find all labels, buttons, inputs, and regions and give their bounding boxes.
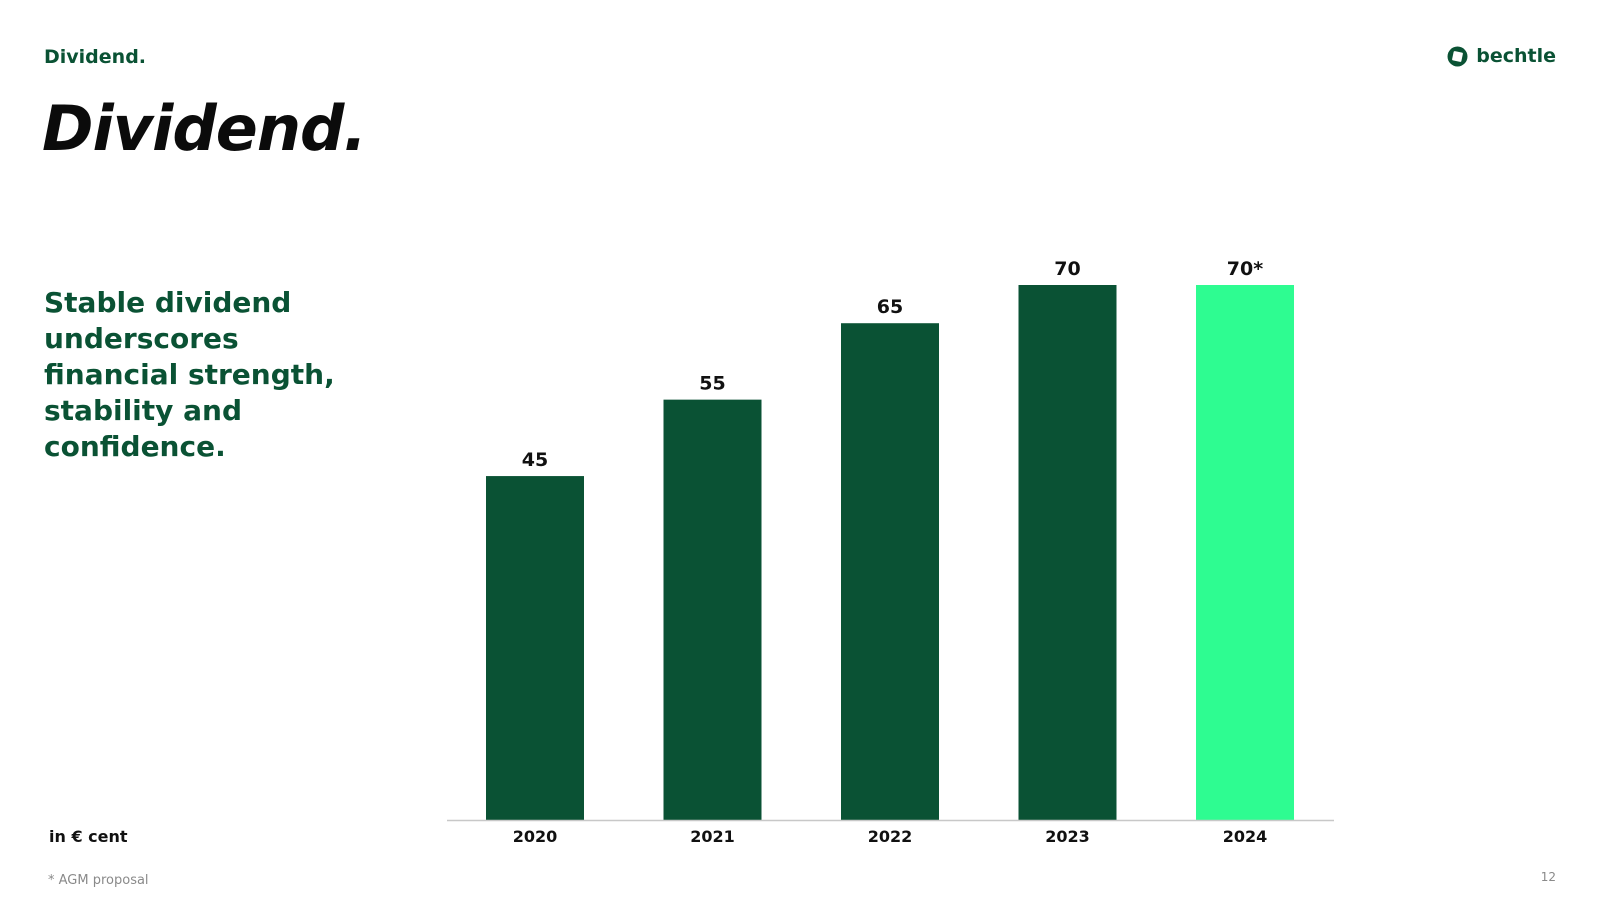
unit-label: in € cent: [49, 827, 128, 846]
page-title: Dividend.: [42, 92, 367, 165]
bar-2020: [486, 476, 584, 820]
data-label-2023: 70: [1054, 258, 1080, 280]
bar-2022: [841, 323, 939, 820]
x-tick-label-2024: 2024: [1223, 827, 1268, 846]
data-label-2022: 65: [877, 296, 903, 318]
page-number: 12: [1540, 870, 1556, 884]
bar-2024: [1196, 285, 1294, 820]
brand-name: bechtle: [1476, 45, 1556, 67]
x-tick-label-2021: 2021: [690, 827, 735, 846]
x-tick-label-2023: 2023: [1045, 827, 1090, 846]
data-label-2021: 55: [699, 373, 725, 395]
x-tick-label-2020: 2020: [513, 827, 558, 846]
bechtle-logo-icon: [1447, 46, 1468, 66]
bar-2021: [663, 399, 762, 820]
data-label-2024: 70*: [1227, 258, 1263, 280]
brand-logo: bechtle: [1447, 45, 1556, 67]
bar-2023: [1018, 285, 1117, 820]
section-label: Dividend.: [44, 46, 147, 68]
footnote: * AGM proposal: [48, 873, 149, 888]
tagline: Stable dividend underscores financial st…: [44, 286, 335, 463]
data-label-2020: 45: [522, 449, 548, 471]
x-tick-label-2022: 2022: [868, 827, 913, 846]
